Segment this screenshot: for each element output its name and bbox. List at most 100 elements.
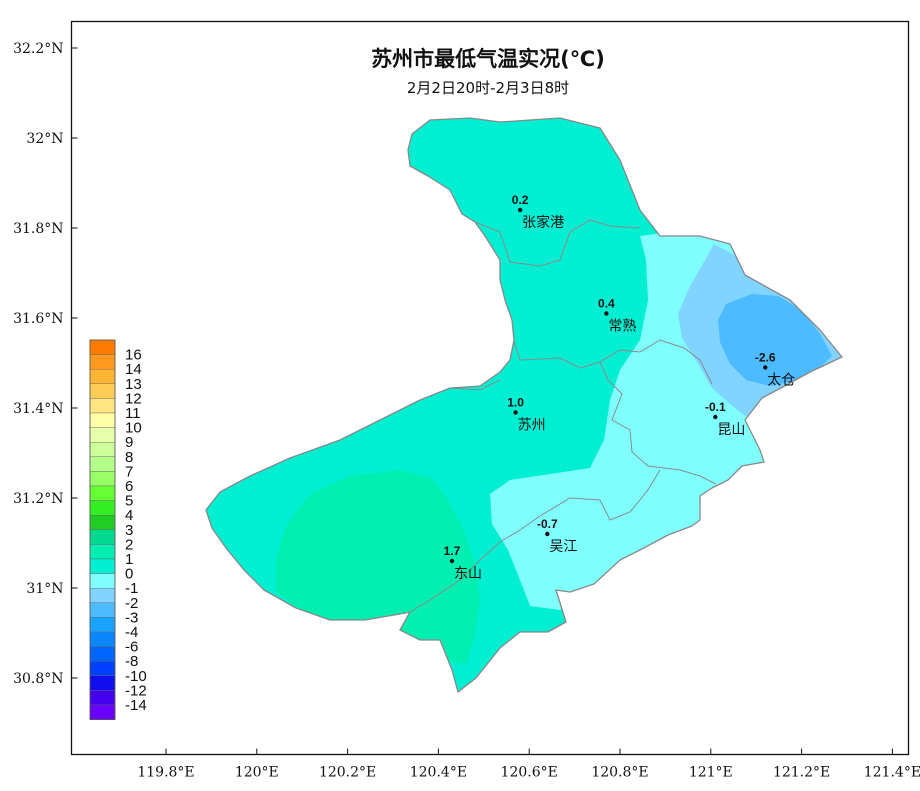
station-value: 1.7 [444,544,461,558]
legend-swatch [89,631,116,647]
lat-tick-label: 31°N [26,581,63,597]
legend-swatch [89,354,116,370]
map-subtitle: 2月2日20时-2月3日8时 [407,79,569,97]
legend-label: -6 [125,639,138,656]
station-value: -0.1 [705,400,726,414]
station-dot [449,558,455,564]
longitude-axis: 119.8°E 120°E 120.2°E 120.4°E 120.6°E 120.8°E… [137,748,920,781]
legend-label: 16 [125,347,142,364]
station-name: 太仓 [767,373,795,389]
lon-tick-label: 121.4°E [864,765,920,781]
legend-swatch [89,339,116,355]
legend-label: -14 [125,697,147,714]
station: 0.2 张家港 [512,193,564,231]
station-value: 0.4 [598,297,615,311]
legend-swatch [89,471,116,487]
legend-label: -2 [125,595,138,612]
county-boundaries [409,219,717,613]
station-name: 吴江 [549,539,577,555]
legend-label: 10 [125,420,142,437]
station-value: -2.6 [755,351,776,365]
legend-swatch [89,427,116,443]
lon-tick-label: 121.2°E [773,765,830,781]
lat-tick-label: 31.2°N [13,491,63,507]
station: -0.7 吴江 [537,517,577,555]
station-dot [517,207,523,213]
lon-tick-label: 119.8°E [137,765,194,781]
station-dot [604,311,609,316]
station-name: 常熟 [608,319,636,335]
legend-label: 0 [125,566,133,583]
station-dot [763,365,768,370]
legend-label: 4 [125,507,133,524]
legend-label: 7 [125,463,133,480]
station-dot [545,531,550,537]
map-frame [70,20,910,756]
boundary-wujiang [409,469,661,613]
color-legend: 1614131211109876543210-1-2-3-4-6-8-10-12… [89,339,147,721]
boundary-kunshan [599,361,717,485]
legend-label: 5 [125,493,133,510]
lon-tick-label: 120.2°E [319,765,376,781]
legend-label: 13 [125,376,142,393]
legend-label: 11 [125,405,141,422]
legend-label: -10 [125,668,147,685]
legend-swatch [89,617,116,633]
lon-tick-label: 121°E [689,765,733,781]
lon-tick-label: 120.4°E [410,765,467,781]
station-name: 苏州 [518,418,546,434]
legend-label: 1 [125,551,133,568]
legend-swatch [89,500,116,516]
legend-swatch [89,690,116,706]
legend-frame [89,339,116,721]
legend-swatch [89,442,116,458]
legend-swatch [89,515,116,531]
latitude-axis: 32.2°N 32°N 31.8°N 31.6°N 31.4°N 31.2°N 31°N 30… [13,41,78,687]
legend-swatch [89,456,116,472]
stations-layer: 0.2 张家港 0.4 常熟 -2.6 太仓 1.0 苏州 -0.1 昆山 -0.7 吴江 1.7 东山 [444,193,796,582]
station: -0.1 昆山 [705,400,745,438]
station-name: 东山 [454,566,482,582]
legend-swatch [89,602,116,618]
legend-swatch [89,529,116,545]
station: 1.0 苏州 [507,396,545,434]
station-name: 昆山 [717,422,745,438]
legend-swatch [89,412,116,428]
lon-tick-label: 120.6°E [501,765,558,781]
zone-0-to-1 [206,118,842,692]
legend-swatch [89,646,116,662]
lat-tick-label: 32°N [26,131,63,147]
boundary-suzhou-north [449,379,501,391]
legend-label: -12 [125,682,147,699]
lat-tick-label: 31.6°N [13,311,63,327]
station-value: 1.0 [507,396,524,410]
zone-minus3-to-minus2 [718,294,832,386]
legend-swatch [89,369,116,385]
lat-tick-label: 30.8°N [13,671,63,687]
legend-swatch [89,485,116,501]
boundary-zhangjiagang [474,219,641,267]
lon-tick-label: 120°E [235,765,279,781]
legend-label: 14 [125,361,142,378]
lon-tick-label: 120.8°E [591,765,648,781]
station: 1.7 东山 [444,544,482,582]
legend-label: 8 [125,449,133,466]
station: -2.6 太仓 [755,351,795,389]
legend-swatch [89,675,116,691]
legend-swatch [89,383,116,399]
boundary-changshu [513,339,713,385]
legend-label: 9 [125,434,133,451]
legend-swatch [89,588,116,604]
legend-swatch [89,558,116,574]
lat-tick-label: 32.2°N [13,41,63,57]
legend-label: 6 [125,478,133,495]
legend-label: 2 [125,536,133,553]
legend-swatch [89,398,116,414]
station-name: 张家港 [522,214,564,231]
legend-label: -1 [125,580,138,597]
legend-label: 3 [125,522,133,539]
temperature-field [206,118,842,692]
station: 0.4 常熟 [598,297,636,335]
zone-1-to-2 [276,470,480,664]
station-dot [513,410,518,415]
